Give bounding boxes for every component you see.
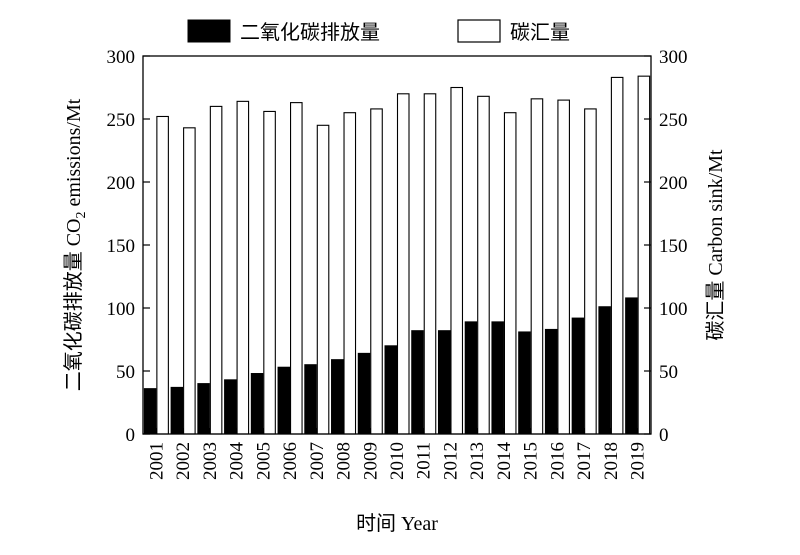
x-tick-label: 2015: [521, 442, 542, 480]
x-tick-label: 2007: [307, 442, 328, 480]
x-tick-label: 2003: [200, 442, 221, 480]
x-tick-label: 2018: [601, 442, 622, 480]
bar-carbon-sink: [370, 108, 383, 435]
bar-carbon-sink: [316, 124, 330, 435]
x-tick-label: 2010: [387, 442, 408, 480]
bar-carbon-sink: [236, 100, 250, 435]
y-tick-label-right: 50: [659, 362, 678, 383]
y-tick-label-right: 250: [659, 110, 688, 131]
bar-emissions: [224, 379, 237, 435]
legend-swatch-emissions: [187, 19, 231, 43]
y-tick-label-right: 200: [659, 173, 688, 194]
x-tick-label: 2013: [467, 442, 488, 480]
bar-emissions: [357, 352, 371, 435]
x-tick-label: 2009: [360, 442, 381, 480]
x-tick-label: 2016: [547, 442, 568, 480]
y-tick-label-right: 150: [659, 236, 688, 257]
y-axis-label-left: 二氧化碳排放量 CO2 emissions/Mt: [62, 98, 89, 391]
bar-carbon-sink: [423, 93, 437, 435]
y-tick-label-left: 150: [107, 236, 136, 257]
x-tick-label: 2014: [494, 442, 515, 481]
bar-carbon-sink: [557, 99, 570, 435]
y-tick-label-left: 200: [107, 173, 136, 194]
x-tick-label: 2002: [173, 442, 194, 480]
y-tick-label-right: 0: [659, 425, 669, 446]
bar-emissions: [304, 364, 317, 435]
y-axis-label-right: 碳汇量 Carbon sink/Mt: [704, 149, 727, 341]
bar-carbon-sink: [477, 95, 490, 435]
bar-emissions: [491, 321, 504, 435]
bar-emissions: [143, 388, 157, 435]
bar-carbon-sink: [503, 112, 517, 435]
legend-label-carbon-sink: 碳汇量: [510, 20, 570, 44]
bar-carbon-sink: [396, 93, 410, 435]
bar-carbon-sink: [290, 102, 303, 435]
x-tick-label: 2017: [574, 442, 595, 480]
x-tick-label: 2008: [334, 442, 355, 480]
bars: [143, 75, 651, 435]
bar-emissions: [250, 373, 264, 435]
bar-emissions: [170, 386, 184, 435]
bar-carbon-sink: [343, 112, 357, 435]
x-tick-label: 2005: [253, 442, 274, 480]
bar-emissions: [197, 383, 210, 435]
y-tick-label-right: 100: [659, 299, 688, 320]
y-tick-label-left: 0: [126, 425, 136, 446]
x-tick-label: 2006: [280, 442, 301, 480]
legend: 二氧化碳排放量 碳汇量: [187, 19, 570, 44]
bar-emissions: [384, 345, 397, 435]
bar-carbon-sink: [610, 76, 624, 435]
bar-carbon-sink: [530, 98, 544, 435]
bar-emissions: [544, 328, 558, 435]
x-tick-label: 2004: [227, 442, 248, 481]
bar-carbon-sink: [637, 75, 651, 435]
bar-emissions: [331, 359, 344, 435]
bar-emissions: [411, 330, 424, 435]
legend-swatch-carbon-sink: [457, 19, 501, 43]
bar-emissions: [437, 330, 451, 435]
y-tick-label-left: 300: [107, 47, 136, 68]
x-tick-label: 2019: [628, 442, 649, 480]
y-tick-label-left: 100: [107, 299, 136, 320]
bar-emissions: [598, 306, 611, 435]
x-tick-label: 2012: [440, 442, 461, 480]
axes: 0 0 50 50 100 100 150 150 200 200 250 250 300 300 2001…: [107, 47, 688, 480]
bar-carbon-sink: [450, 86, 464, 435]
y-tick-label-left: 50: [116, 362, 135, 383]
bar-emissions: [277, 366, 291, 435]
y-tick-label-right: 300: [659, 47, 688, 68]
bar-carbon-sink: [183, 127, 196, 435]
bar-carbon-sink: [209, 105, 223, 435]
x-tick-label: 2011: [414, 442, 435, 479]
bar-emissions: [518, 331, 531, 435]
bar-emissions: [625, 297, 638, 435]
bar-carbon-sink: [263, 110, 276, 435]
bar-carbon-sink: [156, 115, 169, 435]
bar-emissions: [571, 317, 585, 435]
legend-label-emissions: 二氧化碳排放量: [240, 20, 380, 44]
bar-emissions: [464, 321, 478, 435]
bar-carbon-sink: [584, 108, 597, 435]
x-tick-label: 2001: [146, 442, 167, 480]
y-tick-label-left: 250: [107, 110, 136, 131]
x-axis-label: 时间 Year: [356, 512, 438, 535]
